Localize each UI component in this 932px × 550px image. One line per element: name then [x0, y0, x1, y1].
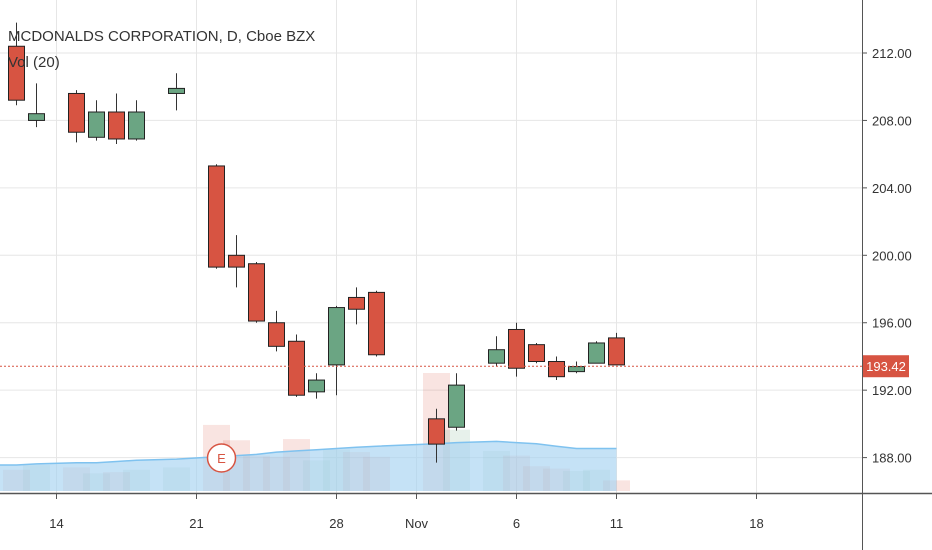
candle-down[interactable] — [108, 111, 125, 140]
last-price-badge — [863, 355, 909, 378]
time-axis-label: 21 — [189, 516, 203, 531]
price-axis-label: 196.00 — [872, 316, 912, 331]
time-axis-label: 14 — [49, 516, 63, 531]
candle-down[interactable] — [368, 291, 385, 356]
last-price-label: 193.42 — [866, 359, 906, 374]
price-axis-label: 188.00 — [872, 451, 912, 466]
time-axis-label: 28 — [329, 516, 343, 531]
price-axis-label: 192.00 — [872, 383, 912, 398]
candle-up[interactable] — [28, 113, 45, 121]
candle-down[interactable] — [288, 340, 305, 396]
chart-legend: MCDONALDS CORPORATION, D, Cboe BZX Vol (… — [8, 24, 315, 76]
candle-down[interactable] — [228, 254, 245, 268]
candle-down[interactable] — [348, 296, 365, 310]
time-axis-label: Nov — [405, 516, 429, 531]
time-axis-label: 18 — [749, 516, 763, 531]
candle-down[interactable] — [528, 344, 545, 363]
candle-up[interactable] — [488, 349, 505, 364]
candle-down[interactable] — [68, 92, 85, 133]
candle-up[interactable] — [448, 384, 465, 428]
time-axis-label: 6 — [513, 516, 520, 531]
candle-down[interactable] — [608, 337, 625, 366]
volume-ma-line — [0, 440, 617, 466]
candle-down[interactable] — [428, 418, 445, 445]
candle-down[interactable] — [508, 328, 525, 369]
candle-up[interactable] — [568, 366, 585, 373]
volume-ma-area — [0, 441, 617, 491]
candle-up[interactable] — [128, 111, 145, 140]
candle-up[interactable] — [88, 111, 105, 138]
price-axis-label: 212.00 — [872, 46, 912, 61]
volume-indicator-label[interactable]: Vol (20) — [8, 54, 60, 71]
time-axis-label: 11 — [610, 516, 624, 531]
candle-down[interactable] — [548, 361, 565, 378]
candle-down[interactable] — [248, 263, 265, 322]
candle-up[interactable] — [588, 342, 605, 364]
candle-up[interactable] — [168, 87, 185, 94]
candle-up[interactable] — [308, 379, 325, 393]
price-axis-label: 200.00 — [872, 248, 912, 263]
earnings-marker-icon[interactable] — [206, 443, 237, 473]
symbol-title[interactable]: MCDONALDS CORPORATION, D, Cboe BZX — [8, 28, 316, 45]
candle-down[interactable] — [8, 45, 25, 101]
price-axis-label: 208.00 — [872, 113, 912, 128]
candle-down[interactable] — [268, 322, 285, 347]
candle-up[interactable] — [328, 307, 345, 366]
candle-down[interactable] — [208, 165, 225, 268]
price-axis-label: 204.00 — [872, 181, 912, 196]
earnings-marker-label: E — [217, 451, 226, 466]
